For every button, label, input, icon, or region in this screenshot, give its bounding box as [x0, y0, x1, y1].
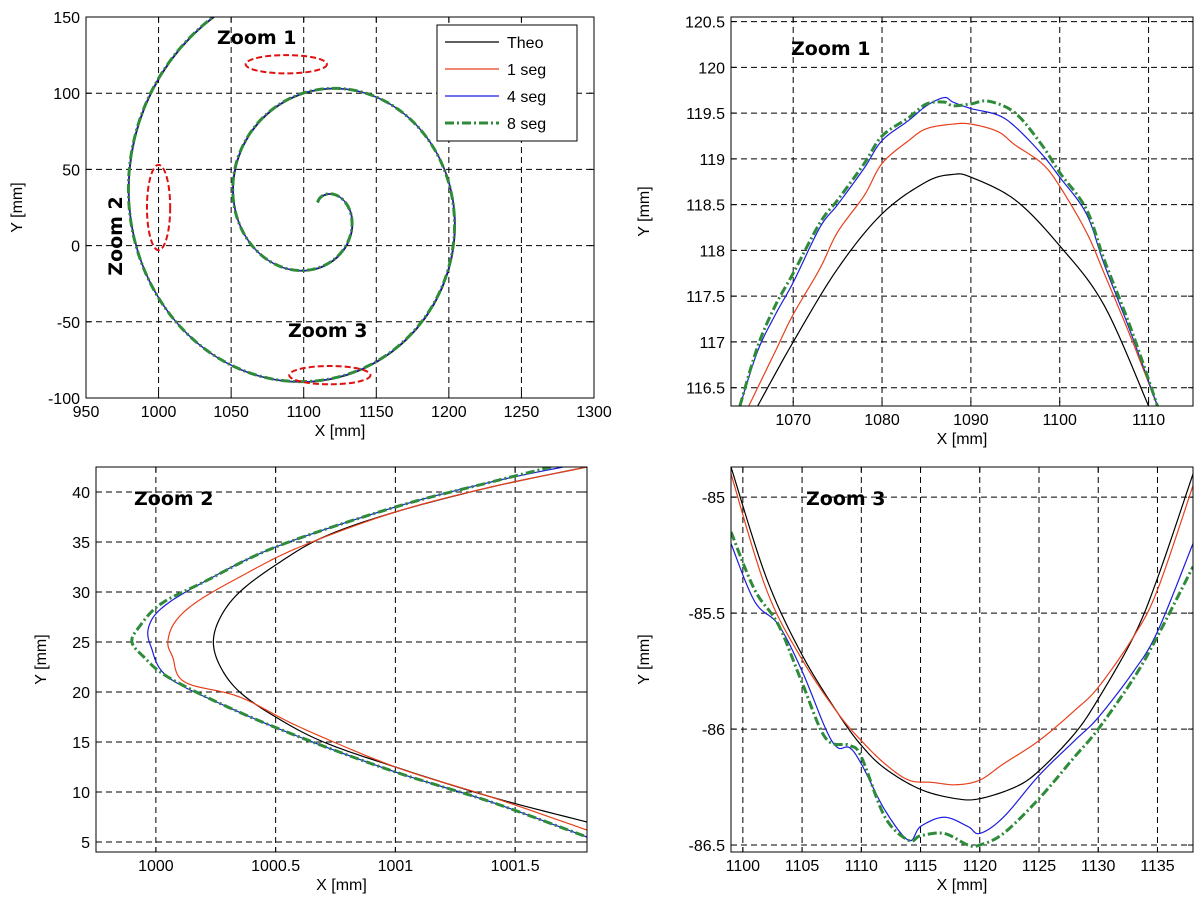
x-tick-label: 1250: [504, 404, 540, 421]
x-tick-label: 1001.5: [491, 858, 540, 875]
y-tick-label: 30: [72, 585, 90, 602]
zoom3-plot: 1100 1105 1110 1115 1120 1125 1130 1135 -85 -85.5…: [636, 466, 1194, 894]
y-tick-label: -50: [57, 315, 80, 332]
x-tick-label: 1000.5: [251, 858, 300, 875]
y-axis-label: Y [mm]: [9, 182, 26, 232]
x-tick-label: 1135: [1140, 858, 1175, 875]
x-axis-label: X [mm]: [316, 877, 367, 894]
series-8-seg: [738, 99, 1159, 406]
y-tick-label: 15: [72, 735, 90, 752]
y-tick-label: 150: [53, 10, 80, 27]
axes-frame: [85, 16, 595, 399]
annotation-zoom3: Zoom 3: [806, 488, 886, 510]
y-tick-label: 100: [53, 86, 80, 103]
y-tick-label: 40: [72, 485, 90, 502]
x-tick-label: 1090: [953, 412, 989, 429]
legend-label-4-seg: 4 seg: [507, 89, 546, 106]
legend-box: [436, 24, 578, 142]
zoom-region-3: [288, 364, 372, 386]
y-tick-label: 120: [698, 60, 725, 77]
y-tick-label: 119.5: [686, 106, 725, 123]
y-tick-label: 5: [81, 835, 90, 852]
y-tick-label: 120.5: [685, 15, 725, 32]
x-tick-label: 1110: [1132, 412, 1165, 429]
y-tick-label: -85: [702, 490, 725, 507]
y-tick-label: 35: [72, 535, 90, 552]
y-tick-label: -85.5: [689, 606, 726, 623]
y-tick-label: 0: [71, 239, 80, 256]
series-1-seg: [748, 122, 1159, 406]
x-tick-label: 1070: [775, 412, 811, 429]
x-tick-label: 1130: [1081, 858, 1116, 875]
y-tick-label: 118: [699, 243, 725, 260]
series-theo: [731, 467, 1193, 801]
y-tick-label: -100: [48, 391, 80, 408]
legend-label-1-seg: 1 seg: [507, 62, 546, 79]
y-tick-label: 117.5: [686, 289, 725, 306]
series-theo: [757, 173, 1150, 406]
x-tick-label: 1300: [576, 404, 612, 421]
x-tick-label: 1115: [904, 858, 937, 875]
y-tick-label: 118.5: [686, 198, 725, 215]
series-8-seg: [126, 17, 457, 384]
y-axis-label: Y [mm]: [636, 186, 653, 236]
series-4-seg: [739, 96, 1159, 406]
annotation-zoom-3: Zoom 3: [288, 320, 368, 342]
zoom1-plot: 1070 1080 1090 1100 1110 116.5 117 117.5 118 118.…: [636, 15, 1194, 448]
x-tick-label: 1100: [726, 858, 761, 875]
y-tick-label: -86: [702, 722, 725, 739]
y-tick-label: 10: [72, 785, 90, 802]
y-tick-label: 25: [72, 635, 90, 652]
x-axis-label: X [mm]: [315, 423, 366, 440]
series-8-seg: [731, 531, 1193, 848]
x-tick-label: 1100: [1043, 412, 1078, 429]
annotation-zoom1: Zoom 1: [791, 38, 871, 60]
series-1-seg: [167, 467, 587, 831]
x-tick-label: 1105: [785, 858, 820, 875]
annotation-zoom-2: Zoom 2: [105, 196, 127, 276]
x-axis-label: X [mm]: [937, 431, 988, 448]
x-tick-label: 1120: [963, 858, 998, 875]
series-1-seg: [731, 473, 1193, 786]
y-tick-label: -86.5: [689, 838, 726, 855]
y-tick-label: 117: [699, 335, 725, 352]
x-axis-label: X [mm]: [937, 877, 988, 894]
x-tick-label: 1000: [141, 404, 177, 421]
plot-area: [731, 17, 1193, 406]
x-tick-label: 1110: [845, 858, 878, 875]
axes-frame: [95, 466, 588, 853]
series-8-seg: [130, 467, 587, 839]
x-tick-label: 1125: [1022, 858, 1057, 875]
x-tick-label: 1001: [378, 858, 414, 875]
y-tick-label: 119: [699, 152, 725, 169]
axes-frame: [730, 16, 1194, 407]
plot-area: [731, 467, 1193, 852]
y-tick-label: 20: [72, 685, 90, 702]
axes-frame: [730, 466, 1194, 853]
zoom-region-2: [145, 163, 172, 252]
series-4-seg: [731, 543, 1193, 842]
x-tick-label: 950: [73, 404, 100, 421]
y-tick-label: 50: [62, 162, 80, 179]
x-tick-label: 1000: [138, 858, 174, 875]
legend-label-theo: Theo: [507, 35, 544, 52]
y-axis-label: Y [mm]: [636, 634, 653, 684]
legend-label-8-seg: 8 seg: [507, 116, 546, 133]
x-tick-label: 1150: [359, 404, 394, 421]
x-tick-label: 1200: [431, 404, 467, 421]
annotation-zoom-1: Zoom 1: [217, 27, 297, 49]
annotation-zoom2: Zoom 2: [134, 488, 214, 510]
zoom2-plot: 1000 1000.5 1001 1001.5 5 10 15 20 25 30 35 40 X [mm…: [33, 466, 588, 894]
x-tick-label: 1080: [864, 412, 900, 429]
x-tick-label: 1100: [287, 404, 322, 421]
y-tick-label: 116.5: [686, 381, 725, 398]
main-spiral-plot: 950 1000 1050 1100 1150 1200 1250 1300 -100 -50 0 5…: [9, 10, 612, 440]
x-tick-label: 1050: [213, 404, 249, 421]
y-axis-label: Y [mm]: [33, 634, 50, 684]
zoom-region-1: [244, 54, 328, 75]
